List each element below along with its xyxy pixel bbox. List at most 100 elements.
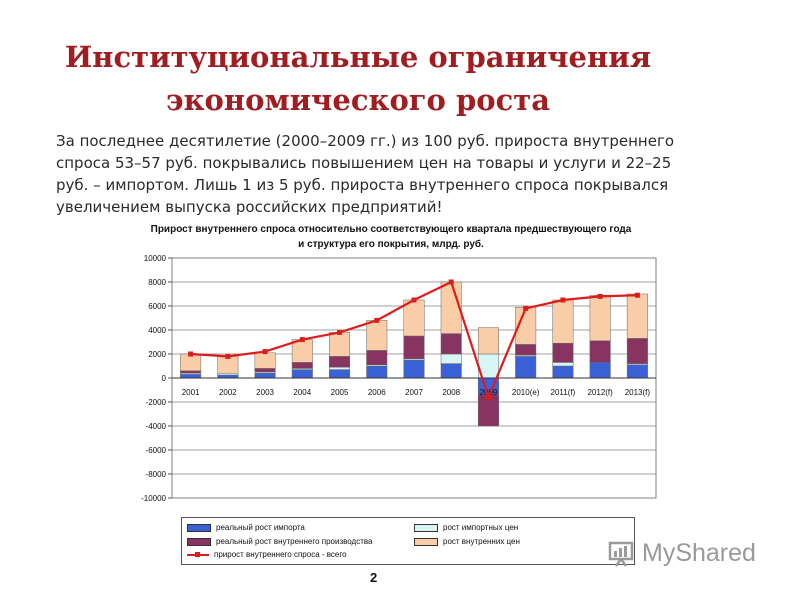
bar-segment xyxy=(626,293,648,339)
bar-segment xyxy=(552,365,574,379)
bar-segment xyxy=(440,353,462,364)
legend-swatch xyxy=(414,537,438,546)
bar-segment xyxy=(552,362,574,367)
bar-segment xyxy=(515,344,537,356)
demand-total-point xyxy=(634,292,640,298)
bar-segment xyxy=(626,338,648,364)
bar-segment xyxy=(329,369,351,379)
legend-label: рост импортных цен xyxy=(443,523,519,532)
bar-segment xyxy=(552,299,574,344)
legend-item-demand-total: прирост внутреннего спроса - всего xyxy=(187,550,347,559)
legend-swatch xyxy=(414,523,438,532)
chart-title: Прирост внутреннего спроса относительно … xyxy=(150,224,632,250)
x-tick-label: 2011(f) xyxy=(551,388,576,397)
bar-segment xyxy=(217,356,239,374)
demand-total-point xyxy=(188,351,194,357)
demand-total-point xyxy=(299,337,305,343)
bar-segment xyxy=(552,342,574,363)
bar-segment xyxy=(254,372,276,379)
demand-total-point xyxy=(448,279,454,285)
watermark: MyShared xyxy=(606,538,756,568)
demand-total-point xyxy=(374,317,380,323)
x-tick-label: 2010(e) xyxy=(512,388,540,397)
bar-segment xyxy=(180,374,202,379)
x-tick-label: 2002 xyxy=(219,388,237,397)
bar-segment xyxy=(440,333,462,355)
x-tick-label: 2007 xyxy=(405,388,423,397)
bar-segment xyxy=(180,353,202,372)
x-tick-label: 2003 xyxy=(256,388,274,397)
bar-segment xyxy=(366,350,388,366)
bar-segment xyxy=(477,327,499,355)
y-tick-label: -10000 xyxy=(141,494,166,503)
bar-segment xyxy=(589,340,611,363)
demand-total-point xyxy=(523,305,529,311)
demand-total-point xyxy=(262,349,268,355)
y-tick-label: 8000 xyxy=(148,278,166,287)
x-tick-label: 2013(f) xyxy=(625,388,651,397)
page-number: 2 xyxy=(370,570,378,585)
legend-line-swatch xyxy=(187,551,209,557)
y-tick-label: -2000 xyxy=(146,398,167,407)
y-tick-label: 0 xyxy=(162,374,167,383)
slide-title-line2: экономического роста xyxy=(165,83,551,117)
watermark-text: MyShared xyxy=(642,538,756,567)
bar-segment xyxy=(366,320,388,351)
bar-segment xyxy=(329,356,351,368)
bar-segment xyxy=(626,364,648,379)
y-tick-label: -8000 xyxy=(146,470,167,479)
y-tick-label: -4000 xyxy=(146,422,167,431)
bar-segment xyxy=(403,359,425,379)
chart-legend: реальный рост импорта рост импортных цен… xyxy=(181,517,635,565)
chart: 10000 8000 6000 4000 2000 0 -2000 -4000 -6000 -80… xyxy=(141,254,657,503)
slide-body-text: За последнее десятилетие (2000–2009 гг.)… xyxy=(56,132,675,216)
bar-segment xyxy=(291,362,313,369)
x-tick-label: 2004 xyxy=(293,388,311,397)
legend-swatch xyxy=(187,537,211,546)
bar-segment xyxy=(254,368,276,373)
legend-label: прирост внутреннего спроса - всего xyxy=(214,550,347,559)
y-tick-label: 2000 xyxy=(148,350,166,359)
presentation-board-icon xyxy=(608,541,634,567)
bar-segment xyxy=(589,294,611,342)
slide-title: Институциональные ограничения экономичес… xyxy=(0,36,716,122)
legend-item-import-prices: рост импортных цен xyxy=(414,523,518,532)
bar-segment xyxy=(515,356,537,379)
slide-title-line1: Институциональные ограничения xyxy=(64,40,652,74)
legend-swatch xyxy=(187,523,211,532)
x-tick-label: 2005 xyxy=(331,388,349,397)
legend-label: реальный рост импорта xyxy=(216,523,305,532)
bar-segment xyxy=(254,352,276,369)
legend-item-production-real: реальный рост внутреннего производства xyxy=(187,537,373,546)
bar-segment xyxy=(589,362,611,379)
y-tick-label: -6000 xyxy=(146,446,167,455)
bar-segment xyxy=(440,363,462,379)
legend-label: реальный рост внутреннего производства xyxy=(216,537,373,546)
bar-segment xyxy=(291,369,313,379)
y-tick-label: 4000 xyxy=(148,326,166,335)
bar-segment xyxy=(329,332,351,357)
x-tick-label: 2008 xyxy=(442,388,460,397)
x-tick-label: 2009 xyxy=(480,388,498,397)
demand-total-point xyxy=(337,329,343,335)
x-tick-label: 2012(f) xyxy=(587,388,613,397)
demand-total-point xyxy=(560,297,566,303)
bar-segment xyxy=(403,299,425,337)
bar-segment xyxy=(180,370,202,374)
x-tick-label: 2001 xyxy=(182,388,200,397)
bar-segment xyxy=(366,365,388,379)
legend-label: рост внутренних цен xyxy=(443,537,520,546)
demand-total-point xyxy=(411,297,417,303)
bar-segment xyxy=(440,281,462,334)
bar-segment xyxy=(217,372,239,376)
bar-segment xyxy=(329,366,351,370)
demand-total-point xyxy=(597,293,603,299)
legend-item-domestic-prices: рост внутренних цен xyxy=(414,537,520,546)
bar-segment xyxy=(403,335,425,360)
y-tick-label: 10000 xyxy=(144,254,167,263)
x-tick-label: 2006 xyxy=(368,388,386,397)
y-tick-label: 6000 xyxy=(148,302,166,311)
legend-item-import-real: реальный рост импорта xyxy=(187,523,305,532)
demand-total-point xyxy=(485,394,491,400)
demand-total-point xyxy=(225,353,231,359)
